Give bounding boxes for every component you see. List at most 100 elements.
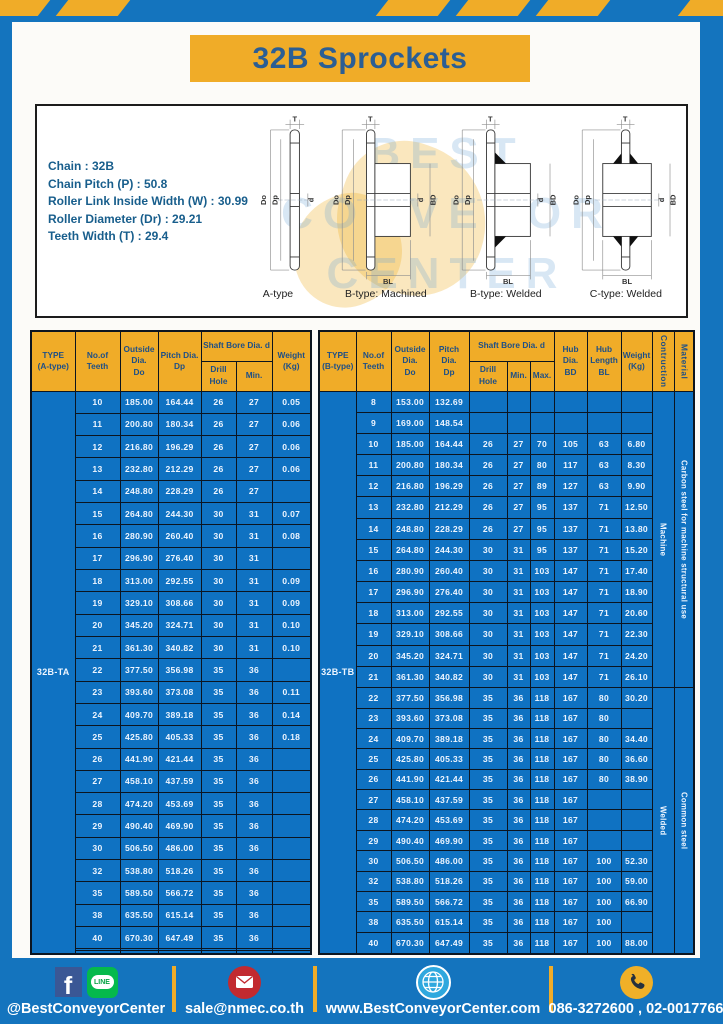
diagram-caption: A-type (262, 288, 294, 300)
table-row: 30 506.50 486.00 35 36 118 167 100 52.30 (319, 850, 694, 872)
table-cell: 31 (235, 502, 273, 526)
table-cell (271, 836, 312, 861)
table-cell: 35 (200, 859, 237, 883)
facebook-icon[interactable]: f (54, 967, 82, 998)
table-cell (271, 859, 312, 883)
table-cell: 670.30 (390, 931, 430, 955)
table-cell: 14 (355, 517, 392, 540)
table-cell: 26 (355, 768, 392, 791)
table-cell: 164.44 (428, 432, 470, 456)
dim-label-bl: BL (383, 277, 393, 285)
table-cell: 12 (355, 475, 392, 498)
globe-icon[interactable] (415, 964, 451, 1000)
table-cell: 0.10 (271, 635, 312, 660)
table-cell: 0.18 (271, 725, 312, 749)
table-row: 24 409.70 389.18 35 36 0.14 (31, 702, 312, 727)
table-row: 32 538.80 518.26 35 36 118 167 100 59.00 (319, 870, 694, 893)
website-url[interactable]: www.BestConveyorCenter.com (325, 1001, 541, 1017)
table-cell: 486.00 (157, 836, 202, 861)
table-cell: 28 (74, 792, 121, 816)
table-cell (271, 881, 312, 905)
footer-email-section: sale@nmec.co.th (176, 958, 313, 1024)
table-cell: 71 (586, 623, 622, 646)
table-cell: 105 (553, 432, 588, 456)
header-type: TYPE (A-type) (30, 330, 76, 392)
table-cell: 506.50 (390, 850, 430, 872)
table-cell: 0.14 (271, 702, 312, 727)
table-cell (506, 390, 531, 413)
table-cell: 0.10 (271, 613, 312, 637)
dim-label-bl: BL (622, 277, 632, 285)
table-cell: 30 (200, 502, 237, 526)
table-row: 13 232.80 212.29 26 27 95 137 71 12.50 (319, 496, 694, 519)
border-stripe (535, 0, 611, 16)
dim-label-dp: Dp (343, 195, 352, 205)
table-row: 20 345.20 324.71 30 31 0.10 (31, 613, 312, 637)
table-cell: 17 (355, 581, 392, 604)
table-cell (586, 809, 622, 831)
table-row: 40 670.30 647.49 35 36 (31, 925, 312, 950)
table-cell: 95 (529, 538, 555, 561)
table-cell: 36 (506, 727, 531, 750)
table-cell: 31 (235, 613, 273, 637)
footer-contact-bar: f LINE @BestConveyorCenter sale@nmec.co.… (0, 958, 723, 1024)
table-cell: 474.20 (390, 809, 430, 831)
table-cell: 361.30 (390, 665, 430, 689)
table-cell (620, 390, 653, 413)
table-cell: 80 (586, 707, 622, 729)
footer-phone-section: 086-3272600 , 02-0017766 (549, 958, 723, 1024)
table-cell: 36 (506, 809, 531, 831)
c-type-welded-drawing: T Do Dp d (571, 115, 677, 285)
table-cell: 16 (74, 524, 121, 548)
table-cell: 118 (529, 870, 555, 893)
table-cell: 12.50 (620, 496, 653, 519)
table-cell: 361.30 (119, 635, 159, 660)
table-cell: 15.20 (620, 538, 653, 561)
table-cell: 36 (235, 769, 273, 794)
table-row: 18 313.00 292.55 30 31 0.09 (31, 568, 312, 593)
table-cell: 30.20 (620, 687, 653, 709)
table-cell: 40 (74, 925, 121, 950)
header-hub-dia: Hub Dia. BD (553, 330, 588, 392)
table-cell: 27 (506, 517, 531, 540)
table-cell: 71 (586, 581, 622, 604)
table-cell: 36 (235, 881, 273, 905)
table-cell: 0.05 (271, 390, 312, 414)
table-row: 22 377.50 356.98 35 36 118 167 80 30.20 Welded Com… (319, 687, 695, 955)
social-handle[interactable]: @BestConveyorCenter (6, 1001, 166, 1017)
table-cell: 70 (529, 432, 555, 456)
table-cell: 589.50 (390, 891, 430, 913)
table-cell: 103 (529, 581, 555, 604)
table-row: 15 264.80 244.30 30 31 0.07 (31, 502, 312, 526)
table-row: 27 458.10 437.59 35 36 (31, 769, 312, 794)
table-cell: 103 (529, 665, 555, 689)
header-outside-dia: Outside Dia. Do (119, 330, 159, 392)
table-cell: 100 (586, 911, 622, 933)
table-cell: 14 (74, 479, 121, 504)
phone-numbers[interactable]: 086-3272600 , 02-0017766 (548, 1001, 723, 1017)
table-cell: 30 (200, 635, 237, 660)
table-cell: 71 (586, 665, 622, 689)
email-address[interactable]: sale@nmec.co.th (185, 1001, 304, 1017)
table-cell: 35 (74, 881, 121, 905)
table-cell: 20 (355, 644, 392, 667)
header-shaft-bore: Shaft Bore Dia. d (200, 330, 273, 362)
phone-icon[interactable] (619, 965, 653, 999)
table-cell: 35 (468, 870, 508, 893)
dim-label-do: Do (259, 195, 268, 205)
table-cell: 118 (529, 727, 555, 750)
line-icon[interactable]: LINE (86, 966, 118, 998)
table-cell: 308.66 (157, 591, 202, 615)
table-cell: 356.98 (428, 687, 470, 709)
border-stripe (0, 0, 51, 16)
table-cell: 100 (586, 870, 622, 893)
table-cell (620, 829, 653, 852)
table-cell: 118 (529, 789, 555, 811)
table-cell: 296.90 (119, 546, 159, 571)
table-cell: 15 (74, 502, 121, 526)
email-icon[interactable] (228, 965, 261, 999)
header-teeth: No.of Teeth (355, 330, 392, 392)
table-cell: 377.50 (119, 658, 159, 682)
header-min: Min. (235, 360, 273, 392)
table-cell: 38 (74, 903, 121, 928)
